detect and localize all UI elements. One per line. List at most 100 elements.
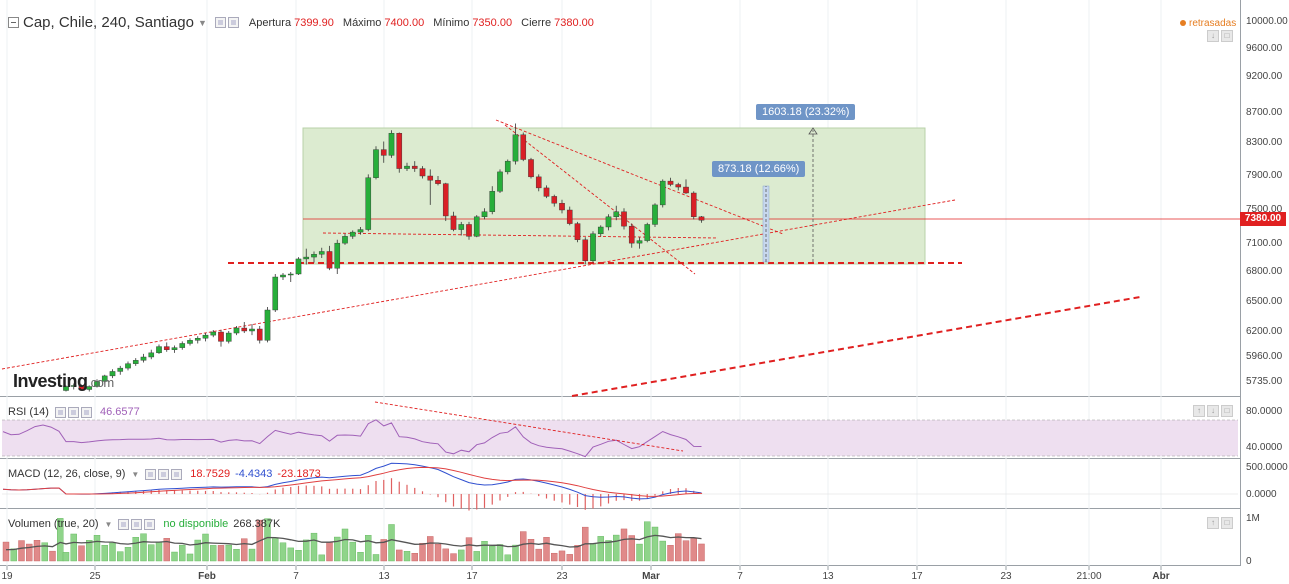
visibility-icon[interactable] <box>131 518 143 530</box>
candle[interactable] <box>311 251 317 263</box>
settings-icon[interactable] <box>214 17 226 28</box>
candle[interactable] <box>628 223 635 248</box>
candle[interactable] <box>287 272 294 282</box>
rsi-name[interactable]: RSI (14) <box>8 406 49 418</box>
candle[interactable] <box>373 146 379 180</box>
candle[interactable] <box>342 233 348 245</box>
candle[interactable] <box>334 239 341 274</box>
chevron-down-icon[interactable]: ▼ <box>131 469 140 479</box>
candle[interactable] <box>435 176 441 186</box>
candle[interactable] <box>326 245 333 271</box>
downtrend-line-upper[interactable] <box>495 119 784 235</box>
rsi-panel[interactable] <box>0 397 1240 459</box>
candle[interactable] <box>318 247 325 258</box>
uptrend-line[interactable] <box>1 199 956 370</box>
candle[interactable] <box>357 227 364 235</box>
candle[interactable] <box>295 257 302 275</box>
candle[interactable] <box>419 166 426 179</box>
maximize-icon[interactable]: □ <box>1221 405 1233 417</box>
macd-name[interactable]: MACD (12, 26, close, 9) <box>8 468 126 480</box>
candle[interactable] <box>566 206 573 226</box>
candle[interactable] <box>272 274 279 312</box>
candle[interactable] <box>528 157 534 179</box>
candle[interactable] <box>349 230 356 239</box>
candle[interactable] <box>644 222 651 243</box>
candle[interactable] <box>652 203 658 227</box>
parallel-trend-line[interactable] <box>571 296 1141 397</box>
candle[interactable] <box>450 211 457 232</box>
candle[interactable] <box>613 205 620 221</box>
visibility-icon[interactable] <box>158 468 170 480</box>
candle[interactable] <box>280 273 286 280</box>
candle[interactable] <box>163 342 170 352</box>
measure-zone[interactable] <box>302 127 926 265</box>
chevron-down-icon[interactable]: ▼ <box>104 519 113 529</box>
candle[interactable] <box>140 353 147 363</box>
price-panel[interactable] <box>0 0 1240 397</box>
candle[interactable] <box>582 237 589 265</box>
candle[interactable] <box>117 365 124 375</box>
candle[interactable] <box>690 191 697 220</box>
rsi-divergence-line[interactable] <box>374 401 684 452</box>
candle[interactable] <box>156 344 162 354</box>
candle[interactable] <box>303 248 310 265</box>
close-icon[interactable] <box>171 468 183 480</box>
candle[interactable] <box>86 385 93 392</box>
candle[interactable] <box>621 208 627 230</box>
maximize-icon[interactable]: □ <box>1221 30 1233 42</box>
move-up-icon[interactable]: ↑ <box>1207 517 1219 529</box>
candle[interactable] <box>504 159 511 175</box>
candle[interactable] <box>171 345 178 353</box>
candle[interactable] <box>675 182 682 191</box>
candle[interactable] <box>94 379 100 388</box>
candle[interactable] <box>404 162 410 172</box>
candle[interactable] <box>132 358 139 366</box>
candle[interactable] <box>218 330 224 347</box>
candle[interactable] <box>194 336 201 344</box>
candle[interactable] <box>256 326 263 344</box>
candle[interactable] <box>605 214 612 231</box>
candle[interactable] <box>225 331 232 344</box>
close-icon[interactable] <box>144 518 156 530</box>
candle[interactable] <box>559 199 565 214</box>
candle[interactable] <box>458 221 465 236</box>
candle[interactable] <box>698 215 705 223</box>
symbol-title[interactable]: Cap, Chile, 240, Santiago <box>23 14 194 31</box>
candle[interactable] <box>411 161 418 172</box>
candle[interactable] <box>63 385 69 392</box>
measure-label-1[interactable]: 1603.18 (23.32%) <box>756 104 856 120</box>
candle[interactable] <box>249 324 255 336</box>
candle[interactable] <box>187 338 193 346</box>
volume-name[interactable]: Volumen (true, 20) <box>8 518 99 530</box>
chevron-down-icon[interactable]: ▼ <box>197 17 207 28</box>
measure-label-2[interactable]: 873.18 (12.66%) <box>712 161 806 177</box>
candle[interactable] <box>481 208 488 220</box>
collapse-icon[interactable] <box>8 17 19 28</box>
candle[interactable] <box>590 231 596 263</box>
candle[interactable] <box>535 174 542 192</box>
candle[interactable] <box>574 221 581 243</box>
candle[interactable] <box>101 374 108 384</box>
close-icon[interactable] <box>80 406 92 418</box>
candle[interactable] <box>70 383 77 390</box>
settings-icon[interactable] <box>145 468 157 480</box>
price-axis[interactable] <box>1240 0 1289 566</box>
candle[interactable] <box>466 221 472 240</box>
candle[interactable] <box>396 132 403 173</box>
candle[interactable] <box>427 169 434 205</box>
neckline[interactable] <box>322 232 719 239</box>
candle[interactable] <box>659 179 666 208</box>
candle[interactable] <box>179 341 186 350</box>
downtrend-line-lower[interactable] <box>504 124 696 275</box>
move-down-icon[interactable]: ↓ <box>1207 30 1219 42</box>
maximize-icon[interactable]: □ <box>1221 517 1233 529</box>
candle[interactable] <box>264 307 271 343</box>
settings-icon[interactable] <box>118 518 130 530</box>
candle[interactable] <box>78 384 85 391</box>
candle[interactable] <box>683 179 689 194</box>
candle[interactable] <box>497 169 503 193</box>
volume-panel[interactable] <box>0 509 1240 566</box>
candle[interactable] <box>210 330 217 338</box>
candle[interactable] <box>241 322 248 334</box>
